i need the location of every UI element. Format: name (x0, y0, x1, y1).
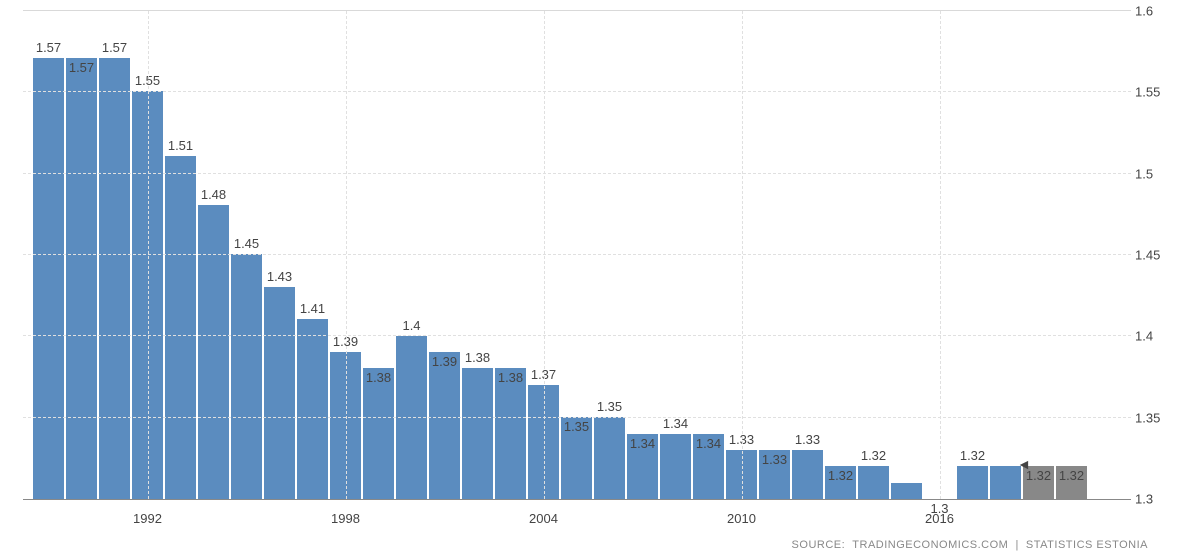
chart-container: 1.57 1.57 1.57 1.55 1.51 1.48 1.45 1.43 1.41 1.39… (23, 10, 1175, 528)
y-axis-label: 1.3 (1135, 492, 1175, 507)
bar (462, 368, 493, 499)
bar (231, 254, 262, 499)
bar (594, 417, 625, 499)
x-gridline (940, 11, 941, 499)
bar-value-label: 1.4 (402, 318, 420, 333)
bar (99, 58, 130, 499)
x-gridline (346, 11, 347, 499)
bar (660, 434, 691, 499)
bar-value-label: 1.38 (465, 350, 490, 365)
gridline (23, 417, 1131, 418)
y-axis-label: 1.35 (1135, 410, 1175, 425)
y-axis-label: 1.55 (1135, 85, 1175, 100)
bar-value-label: 1.57 (69, 60, 94, 75)
bar-value-label: 1.57 (102, 40, 127, 55)
bar-value-label: 1.35 (564, 419, 589, 434)
gridline (23, 335, 1131, 336)
bar (429, 352, 460, 499)
arrow-icon: ◄ (1017, 456, 1031, 472)
bar-value-label: 1.32 (960, 448, 985, 463)
bar (264, 287, 295, 499)
y-axis-label: 1.6 (1135, 4, 1175, 19)
bar (66, 58, 97, 499)
plot-area: 1.571.571.571.551.511.481.451.431.411.39… (23, 10, 1131, 500)
x-axis-label: 1998 (331, 511, 360, 526)
bar-value-label: 1.43 (267, 269, 292, 284)
bar-value-label: 1.32 (828, 468, 853, 483)
y-axis-label: 1.45 (1135, 248, 1175, 263)
bar (363, 368, 394, 499)
bar-value-label: 1.51 (168, 138, 193, 153)
y-axis-label: 1.5 (1135, 166, 1175, 181)
bar-value-label: 1.34 (696, 436, 721, 451)
x-gridline (742, 11, 743, 499)
x-axis-label: 2010 (727, 511, 756, 526)
bar-value-label: 1.41 (300, 301, 325, 316)
bar-value-label: 1.38 (366, 370, 391, 385)
x-axis-label: 1992 (133, 511, 162, 526)
gridline (23, 91, 1131, 92)
bar-value-label: 1.33 (762, 452, 787, 467)
x-axis-label: 2004 (529, 511, 558, 526)
x-gridline (544, 11, 545, 499)
bar-value-label: 1.34 (663, 416, 688, 431)
bar-value-label: 1.45 (234, 236, 259, 251)
gridline (23, 254, 1131, 255)
bar-value-label: 1.32 (1059, 468, 1084, 483)
x-gridline (148, 11, 149, 499)
bar-value-label: 1.34 (630, 436, 655, 451)
bar (165, 156, 196, 499)
y-axis-label: 1.4 (1135, 329, 1175, 344)
bar (33, 58, 64, 499)
x-axis-label: 2016 (925, 511, 954, 526)
bar-value-label: 1.48 (201, 187, 226, 202)
gridline (23, 173, 1131, 174)
bar-value-label: 1.33 (795, 432, 820, 447)
bar (198, 205, 229, 499)
bar-value-label: 1.57 (36, 40, 61, 55)
source-attribution: SOURCE: TRADINGECONOMICS.COM | STATISTIC… (792, 539, 1148, 551)
bar (858, 466, 889, 499)
bar-value-label: 1.38 (498, 370, 523, 385)
bar-value-label: 1.32 (861, 448, 886, 463)
bar-value-label: 1.35 (597, 399, 622, 414)
bar (891, 483, 922, 499)
bar (792, 450, 823, 499)
bar (495, 368, 526, 499)
bar (957, 466, 988, 499)
bar-value-label: 1.39 (432, 354, 457, 369)
bar (297, 319, 328, 499)
